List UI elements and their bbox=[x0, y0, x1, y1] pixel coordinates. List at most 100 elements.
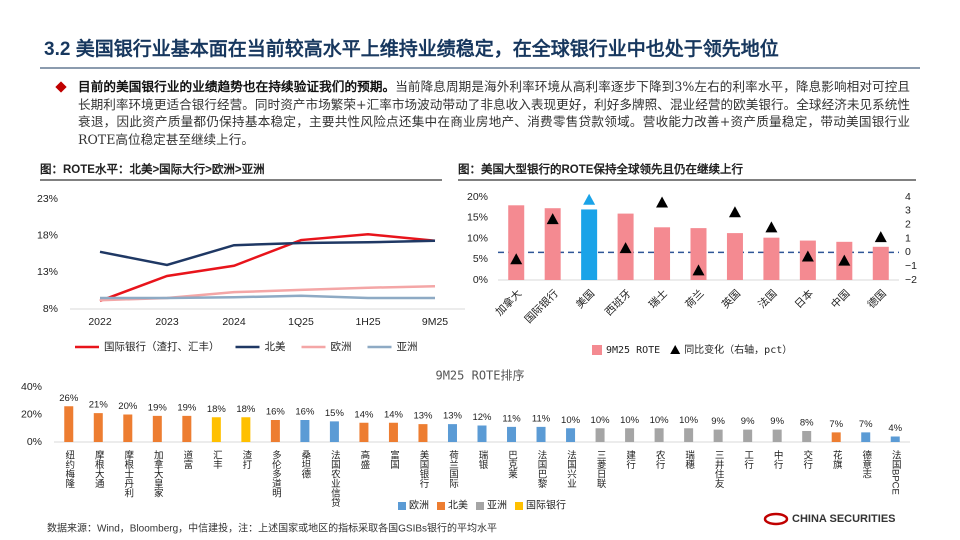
x-tick-label: 三菱日联 bbox=[595, 450, 607, 489]
x-tick-label: 加拿大 bbox=[493, 287, 525, 319]
x-tick-label: 瑞银 bbox=[477, 449, 489, 470]
bar bbox=[625, 428, 635, 442]
marker bbox=[583, 193, 596, 205]
value-label: 10% bbox=[591, 415, 611, 426]
y-tick-label: 13% bbox=[37, 266, 58, 278]
bar bbox=[566, 428, 576, 442]
bar bbox=[359, 422, 369, 442]
y-tick-label: 5% bbox=[473, 253, 488, 265]
x-tick-label: 中行 bbox=[772, 449, 784, 470]
y2-tick-label: 0 bbox=[905, 246, 911, 258]
value-label: 9% bbox=[741, 416, 755, 427]
x-tick-label: 摩根大通 bbox=[93, 449, 105, 489]
value-label: 13% bbox=[413, 411, 433, 422]
value-label: 4% bbox=[888, 423, 902, 434]
x-tick-label: 瑞士 bbox=[646, 287, 670, 311]
series-line bbox=[99, 232, 436, 303]
bar bbox=[713, 429, 723, 442]
marker bbox=[546, 213, 559, 225]
y-tick-label: 18% bbox=[37, 229, 58, 241]
y2-tick-label: −2 bbox=[905, 274, 917, 286]
x-tick-label: 摩根士丹利 bbox=[122, 449, 134, 497]
bullet-bold: 目前的美国银行业的业绩趋势也在持续验证我们的预期。 bbox=[78, 79, 396, 94]
legend-label: 国际银行 bbox=[526, 499, 566, 512]
marker bbox=[692, 264, 705, 276]
bullet-diamond bbox=[55, 81, 67, 93]
x-tick-label: 德意志 bbox=[860, 449, 872, 478]
bar bbox=[544, 208, 561, 280]
bar bbox=[388, 422, 398, 442]
x-tick-label: 法国BPCE bbox=[890, 449, 902, 495]
bar bbox=[890, 436, 900, 442]
bar bbox=[270, 420, 280, 442]
x-tick-label: 法国巴黎 bbox=[536, 449, 548, 488]
value-label: 7% bbox=[859, 419, 873, 430]
legend-label: 欧洲 bbox=[409, 500, 429, 512]
footer-source: 数据来源：Wind，Bloomberg，中信建投，注：上述国家或地区的指标采取各… bbox=[47, 522, 497, 535]
bar bbox=[93, 413, 103, 442]
legend-label: 亚洲 bbox=[397, 341, 418, 353]
bar bbox=[507, 426, 517, 442]
bar bbox=[595, 428, 605, 442]
y2-tick-label: 1 bbox=[905, 232, 911, 244]
x-tick-label: 多伦多道明 bbox=[270, 449, 282, 498]
bar bbox=[123, 414, 133, 442]
legend-swatch bbox=[398, 502, 406, 510]
bar bbox=[861, 432, 871, 442]
bar bbox=[802, 431, 812, 442]
x-tick-label: 1Q25 bbox=[288, 316, 314, 328]
x-tick-label: 2024 bbox=[222, 316, 246, 328]
x-tick-label: 日本 bbox=[792, 287, 816, 311]
value-label: 18% bbox=[207, 404, 227, 415]
x-tick-label: 美国 bbox=[573, 287, 597, 311]
y-tick-label: 15% bbox=[467, 212, 488, 224]
marker bbox=[765, 221, 778, 233]
value-label: 9% bbox=[711, 416, 725, 427]
y-tick-label: 0% bbox=[27, 436, 42, 448]
bar bbox=[508, 205, 525, 280]
y-tick-label: 20% bbox=[21, 408, 42, 420]
y2-tick-label: −1 bbox=[905, 260, 917, 272]
value-label: 21% bbox=[89, 400, 109, 411]
bar bbox=[654, 428, 664, 442]
value-label: 20% bbox=[118, 401, 138, 412]
series-line bbox=[99, 239, 436, 267]
y-tick-label: 40% bbox=[21, 381, 42, 393]
y-tick-label: 0% bbox=[473, 274, 488, 286]
value-label: 11% bbox=[532, 413, 551, 424]
bar bbox=[152, 415, 162, 442]
legend-swatch bbox=[515, 502, 523, 510]
legend-swatch bbox=[476, 502, 484, 510]
x-tick-label: 汇丰 bbox=[211, 450, 223, 470]
x-tick-label: 道富 bbox=[181, 449, 193, 470]
x-tick-label: 9M25 bbox=[422, 316, 448, 328]
bar bbox=[300, 420, 310, 442]
x-tick-label: 英国 bbox=[719, 287, 743, 311]
value-label: 8% bbox=[800, 418, 814, 429]
x-tick-label: 渣打 bbox=[240, 449, 252, 469]
marker bbox=[801, 250, 814, 262]
value-label: 16% bbox=[295, 407, 315, 418]
bar bbox=[581, 209, 598, 280]
value-label: 15% bbox=[325, 408, 345, 419]
x-tick-label: 美国银行 bbox=[417, 449, 429, 489]
y2-tick-label: 2 bbox=[905, 218, 911, 230]
bar bbox=[329, 421, 339, 442]
value-label: 19% bbox=[177, 402, 197, 413]
x-tick-label: 西班牙 bbox=[603, 288, 634, 319]
marker bbox=[656, 196, 669, 208]
legend-swatch bbox=[437, 502, 445, 510]
bar bbox=[182, 415, 192, 442]
marker bbox=[510, 253, 523, 265]
legend-label: 北美 bbox=[265, 340, 286, 353]
value-label: 10% bbox=[561, 415, 581, 426]
chart-caption: 图：美国大型银行的ROTE保持全球领先且仍在继续上行 bbox=[458, 162, 743, 176]
x-tick-label: 法国 bbox=[755, 287, 779, 311]
value-label: 7% bbox=[829, 419, 843, 430]
x-tick-label: 建行 bbox=[624, 449, 636, 470]
logo-text: CHINA SECURITIES bbox=[792, 513, 896, 525]
x-tick-label: 花旗 bbox=[831, 449, 843, 470]
value-label: 14% bbox=[354, 409, 374, 420]
bar bbox=[772, 429, 782, 442]
